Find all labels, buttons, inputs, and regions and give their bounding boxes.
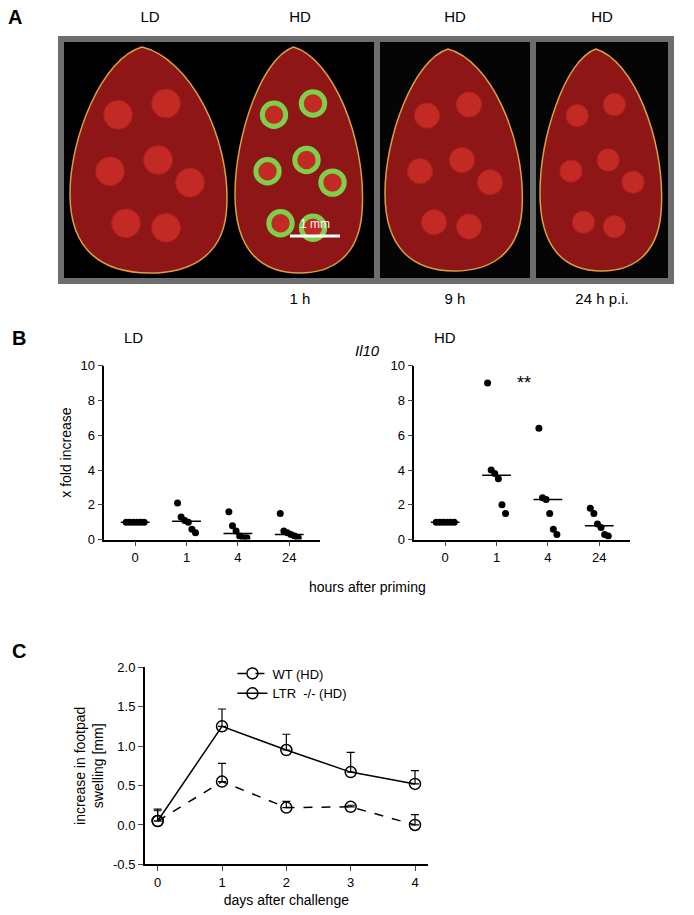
svg-text:0: 0	[398, 532, 405, 547]
svg-text:-0.5: -0.5	[113, 857, 135, 872]
svg-text:9 h: 9 h	[445, 290, 466, 307]
svg-text:HD: HD	[591, 8, 613, 25]
svg-text:LTR -/- (HD): LTR -/- (HD)	[272, 686, 346, 701]
svg-text:4: 4	[544, 550, 551, 565]
svg-text:increase in footpadswelling [m: increase in footpadswelling [mm]	[72, 707, 106, 825]
svg-text:24 h p.i.: 24 h p.i.	[575, 290, 628, 307]
svg-text:LD: LD	[124, 329, 143, 346]
svg-text:hours after priming: hours after priming	[309, 579, 426, 595]
svg-text:10: 10	[391, 358, 405, 373]
svg-text:1.0: 1.0	[117, 739, 135, 754]
svg-text:4: 4	[234, 550, 241, 565]
svg-text:2: 2	[398, 497, 405, 512]
svg-text:HD: HD	[289, 8, 311, 25]
svg-text:1 mm: 1 mm	[300, 217, 330, 231]
svg-text:1.5: 1.5	[117, 699, 135, 714]
svg-text:4: 4	[88, 463, 95, 478]
svg-text:3: 3	[347, 875, 354, 890]
svg-text:4: 4	[398, 463, 405, 478]
svg-text:WT (HD): WT (HD)	[272, 667, 323, 682]
svg-text:0.0: 0.0	[117, 818, 135, 833]
svg-text:10: 10	[81, 358, 95, 373]
svg-text:2.0: 2.0	[117, 660, 135, 675]
svg-text:24: 24	[282, 550, 296, 565]
svg-text:**: **	[517, 373, 531, 393]
svg-text:HD: HD	[444, 8, 466, 25]
svg-text:8: 8	[88, 393, 95, 408]
svg-text:LD: LD	[140, 8, 159, 25]
svg-text:A: A	[8, 6, 22, 28]
svg-text:2: 2	[283, 875, 290, 890]
svg-text:0: 0	[154, 875, 161, 890]
svg-text:x fold increase: x fold increase	[58, 407, 74, 497]
svg-text:0: 0	[132, 550, 139, 565]
svg-text:6: 6	[88, 428, 95, 443]
svg-text:1: 1	[493, 550, 500, 565]
svg-text:6: 6	[398, 428, 405, 443]
svg-text:1: 1	[183, 550, 190, 565]
svg-text:1: 1	[218, 875, 225, 890]
svg-text:4: 4	[411, 875, 418, 890]
svg-text:Il10: Il10	[355, 342, 380, 359]
svg-text:0: 0	[442, 550, 449, 565]
svg-text:24: 24	[592, 550, 606, 565]
svg-text:2: 2	[88, 497, 95, 512]
svg-text:HD: HD	[434, 329, 456, 346]
svg-text:0: 0	[88, 532, 95, 547]
svg-text:8: 8	[398, 393, 405, 408]
svg-text:0.5: 0.5	[117, 778, 135, 793]
svg-text:1 h: 1 h	[290, 290, 311, 307]
svg-text:B: B	[12, 327, 26, 349]
svg-text:C: C	[12, 640, 26, 662]
svg-text:days after challenge: days after challenge	[224, 892, 350, 908]
